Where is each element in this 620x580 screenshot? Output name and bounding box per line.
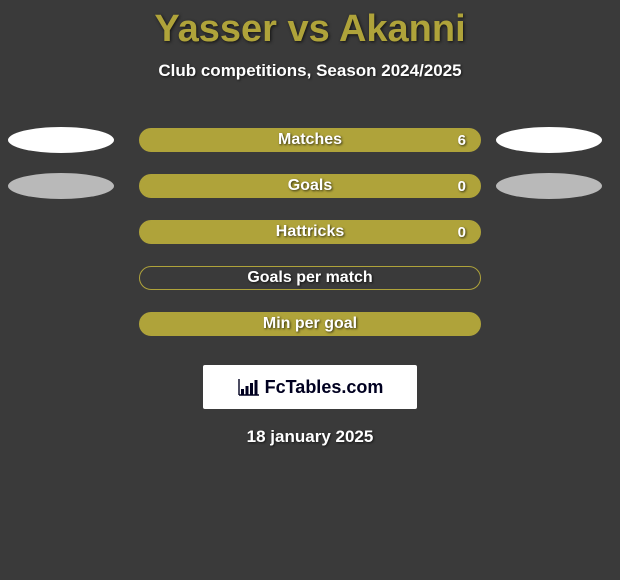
stat-bar: Goals 0 [139,174,481,198]
right-ellipse [496,173,602,199]
stat-label: Hattricks [276,223,344,241]
stat-row: Goals per match [0,255,620,301]
infographic-root: Yasser vs Akanni Club competitions, Seas… [0,0,620,580]
date-label: 18 january 2025 [0,427,620,447]
stat-bar: Min per goal [139,312,481,336]
stat-label: Goals [288,177,332,195]
stat-label: Matches [278,131,342,149]
left-ellipse [8,173,114,199]
stat-bar: Goals per match [139,266,481,290]
brand-text: FcTables.com [265,377,384,398]
right-ellipse [496,127,602,153]
stat-value: 0 [458,224,466,241]
brand-box: FcTables.com [203,365,417,409]
left-ellipse [8,127,114,153]
stats-section: Matches 6 Goals 0 Hattricks 0 Goals per match M… [0,117,620,347]
stat-value: 0 [458,178,466,195]
player-left: Yasser [154,8,277,50]
stat-label: Min per goal [263,315,357,333]
stat-bar: Hattricks 0 [139,220,481,244]
stat-label: Goals per match [247,269,372,287]
stat-row: Hattricks 0 [0,209,620,255]
stat-row: Goals 0 [0,163,620,209]
chart-bars-icon [237,377,261,397]
stat-value: 6 [458,132,466,149]
stat-row: Matches 6 [0,117,620,163]
page-title: Yasser vs Akanni [0,0,620,51]
vs-text: vs [288,8,330,50]
stat-row: Min per goal [0,301,620,347]
player-right: Akanni [339,8,466,50]
stat-bar: Matches 6 [139,128,481,152]
subtitle: Club competitions, Season 2024/2025 [0,61,620,81]
